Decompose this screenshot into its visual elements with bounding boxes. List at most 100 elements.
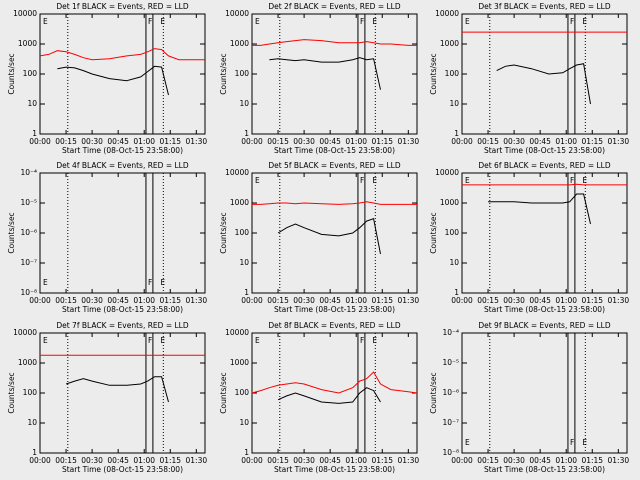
y-tick-label: 10⁻⁸: [442, 448, 459, 457]
y-tick-label: 10: [449, 258, 459, 267]
series-line: [277, 387, 381, 404]
y-tick-label: 10: [239, 99, 249, 108]
annotation: E: [43, 17, 48, 26]
x-tick-label: 00:30: [81, 296, 103, 305]
x-tick-label: 00:15: [267, 296, 289, 305]
y-tick-label: 10: [449, 99, 459, 108]
x-tick-label: 00:00: [451, 296, 473, 305]
x-tick-label: 00:30: [293, 296, 315, 305]
x-tick-label: 00:15: [55, 296, 77, 305]
x-tick-label: 00:30: [503, 137, 525, 146]
annotation: E: [255, 336, 260, 345]
x-tick-label: 00:45: [529, 296, 551, 305]
chart-title: Det 2f BLACK = Events, RED = LLD: [268, 2, 401, 11]
x-axis-label: Start Time (08-Oct-15 23:58:00): [62, 465, 183, 474]
x-tick-label: 01:15: [581, 137, 603, 146]
chart-title: Det 3f BLACK = Events, RED = LLD: [478, 2, 611, 11]
y-tick-label: 10: [27, 418, 37, 427]
chart-title: Det 7f BLACK = Events, RED = LLD: [56, 321, 189, 330]
x-tick-label: 00:45: [529, 137, 551, 146]
y-tick-label: 10⁻⁴: [442, 328, 459, 337]
annotation: E: [372, 336, 377, 345]
x-tick-label: 00:00: [29, 137, 51, 146]
x-tick-label: 01:15: [581, 456, 603, 465]
y-tick-label: 10⁻⁷: [442, 418, 459, 427]
x-axis-label: Start Time (08-Oct-15 23:58:00): [62, 146, 183, 155]
annotation: E: [582, 17, 587, 26]
x-tick-label: 01:15: [159, 456, 181, 465]
x-tick-label: 00:45: [319, 456, 341, 465]
x-tick-label: 01:30: [608, 296, 630, 305]
y-tick-label: 10⁻⁵: [442, 358, 459, 367]
y-tick-label: 10000: [13, 9, 37, 18]
x-tick-label: 00:45: [107, 137, 129, 146]
series-line: [462, 183, 627, 186]
annotation: F: [570, 176, 574, 185]
annotation: F: [360, 17, 364, 26]
annotation: E: [43, 336, 48, 345]
y-tick-label: 10: [27, 99, 37, 108]
x-tick-label: 00:15: [477, 456, 499, 465]
x-tick-label: 00:15: [55, 456, 77, 465]
x-axis-label: Start Time (08-Oct-15 23:58:00): [484, 465, 605, 474]
x-tick-label: 00:30: [503, 456, 525, 465]
y-axis-label: Counts/sec: [7, 372, 16, 413]
x-axis-label: Start Time (08-Oct-15 23:58:00): [484, 146, 605, 155]
x-tick-label: 01:00: [345, 296, 367, 305]
annotation: E: [372, 176, 377, 185]
series-line: [65, 376, 169, 403]
y-tick-label: 10: [239, 418, 249, 427]
y-tick-label: 10000: [225, 168, 249, 177]
y-axis-label: Counts/sec: [219, 212, 228, 253]
series-line: [252, 201, 417, 205]
plot-frame: [461, 332, 628, 454]
x-axis-label: Start Time (08-Oct-15 23:58:00): [62, 305, 183, 314]
y-tick-label: 1: [32, 129, 37, 138]
y-axis-label: Counts/sec: [429, 53, 438, 94]
annotation: F: [148, 278, 152, 287]
annotation: E: [160, 278, 165, 287]
series-line: [39, 48, 205, 61]
x-tick-label: 01:15: [159, 137, 181, 146]
x-axis-label: Start Time (08-Oct-15 23:58:00): [274, 146, 395, 155]
chart-title: Det 9f BLACK = Events, RED = LLD: [478, 321, 611, 330]
annotation: E: [465, 438, 470, 447]
y-tick-label: 10⁻⁶: [442, 388, 459, 397]
x-tick-label: 00:00: [29, 296, 51, 305]
x-tick-label: 00:45: [319, 137, 341, 146]
x-tick-label: 01:00: [555, 456, 577, 465]
x-tick-label: 01:30: [608, 137, 630, 146]
y-tick-label: 1: [32, 448, 37, 457]
x-tick-label: 01:30: [398, 456, 420, 465]
y-axis-label: Counts/sec: [429, 372, 438, 413]
chart-title: Det 1f BLACK = Events, RED = LLD: [56, 2, 189, 11]
y-tick-label: 1: [244, 129, 249, 138]
annotation: F: [360, 336, 364, 345]
annotation: F: [570, 438, 574, 447]
x-tick-label: 00:30: [503, 296, 525, 305]
series-line: [269, 57, 381, 90]
plot-frame: [39, 332, 206, 454]
x-tick-label: 01:15: [581, 296, 603, 305]
x-tick-label: 00:15: [477, 137, 499, 146]
x-tick-label: 00:00: [241, 137, 263, 146]
x-axis-label: Start Time (08-Oct-15 23:58:00): [484, 305, 605, 314]
x-tick-label: 01:15: [371, 137, 393, 146]
x-tick-label: 01:00: [555, 296, 577, 305]
x-tick-label: 00:00: [451, 456, 473, 465]
x-tick-label: 00:00: [241, 296, 263, 305]
annotation: E: [160, 17, 165, 26]
x-tick-label: 00:30: [293, 456, 315, 465]
annotation: E: [465, 176, 470, 185]
x-tick-label: 00:00: [241, 456, 263, 465]
series-line: [496, 63, 591, 105]
annotation: E: [372, 17, 377, 26]
x-tick-label: 01:00: [555, 137, 577, 146]
x-tick-label: 00:45: [319, 296, 341, 305]
annotation: F: [360, 176, 364, 185]
y-tick-label: 100: [235, 69, 250, 78]
y-tick-label: 1: [454, 129, 459, 138]
plot-frame: [251, 172, 418, 294]
y-tick-label: 1000: [440, 198, 459, 207]
y-tick-label: 10: [239, 258, 249, 267]
